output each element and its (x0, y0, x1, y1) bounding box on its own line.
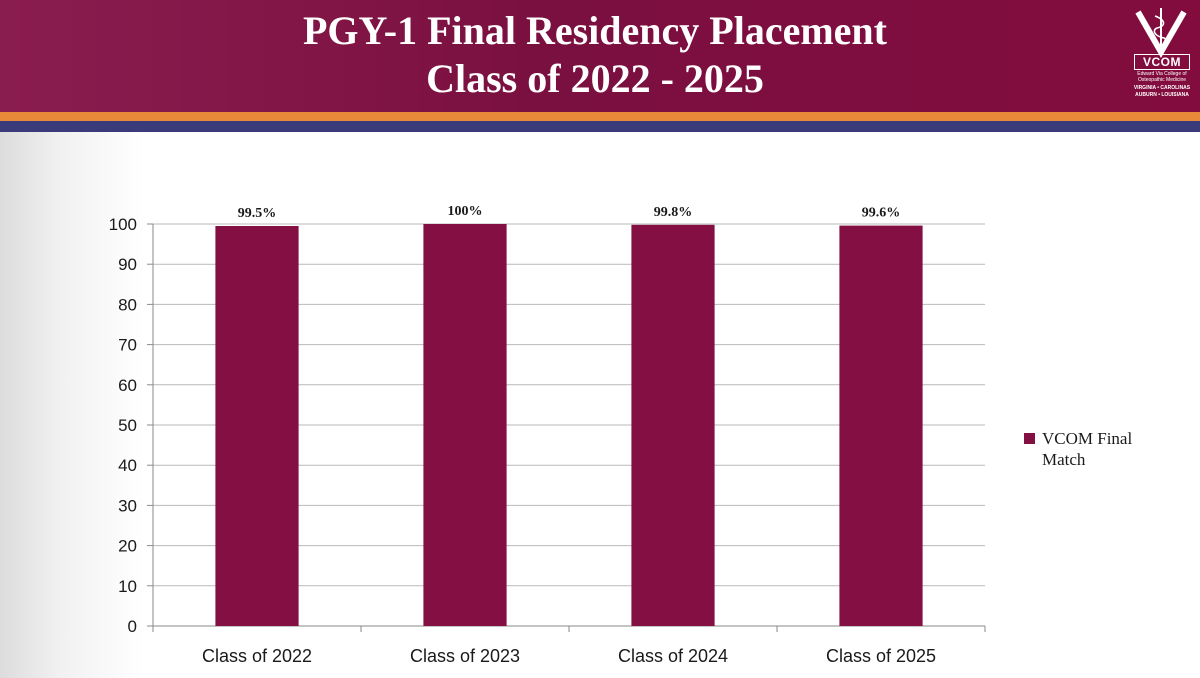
data-label: 99.5% (238, 206, 277, 221)
y-tick-label: 10 (118, 577, 137, 596)
data-label: 99.8% (654, 205, 693, 220)
logo-college-line1: Edward Via College of (1137, 71, 1187, 77)
navy-stripe (0, 121, 1200, 132)
y-tick-label: 90 (118, 255, 137, 274)
y-tick-label: 60 (118, 376, 137, 395)
data-label: 99.6% (862, 206, 901, 221)
data-label: 100% (448, 204, 483, 219)
slide-background (0, 132, 1200, 678)
page-title: PGY-1 Final Residency Placement (302, 8, 887, 53)
y-tick-label: 80 (118, 295, 137, 314)
y-tick-label: 70 (118, 336, 137, 355)
logo-campus-line1: VIRGINIA • CAROLINAS (1133, 85, 1191, 91)
y-tick-label: 100 (109, 215, 137, 234)
data-labels: 99.5% 100% 99.8% 99.6% (238, 204, 901, 221)
x-tick-label: Class of 2025 (826, 646, 936, 666)
logo-campus-line2: AUBURN • LOUISIANA (1135, 92, 1189, 98)
bar (631, 224, 715, 626)
y-tick-label: 40 (118, 456, 137, 475)
y-tick-label: 0 (128, 617, 137, 636)
x-tick-labels: Class of 2022 Class of 2023 Class of 2024 C… (202, 646, 936, 666)
y-tick-label: 20 (118, 537, 137, 556)
logo-wordmark: VCOM (1134, 54, 1190, 70)
bars (215, 224, 923, 626)
legend-swatch (1024, 433, 1035, 444)
bar (215, 226, 299, 626)
header-banner (0, 0, 1200, 112)
x-tick-label: Class of 2023 (410, 646, 520, 666)
logo-college-line2: Osteopathic Medicine (1137, 77, 1187, 83)
legend-label: VCOM Final Match (1042, 429, 1133, 469)
y-tick-label: 50 (118, 416, 137, 435)
bar (839, 225, 923, 626)
y-tick-label: 30 (118, 496, 137, 515)
bar (423, 224, 507, 626)
orange-stripe (0, 112, 1200, 121)
x-tick-label: Class of 2024 (618, 646, 728, 666)
y-tick-labels: 0 10 20 30 40 50 60 70 80 90 100 (109, 215, 137, 636)
caduceus-icon (1135, 8, 1187, 59)
x-tick-label: Class of 2022 (202, 646, 312, 666)
page-subtitle: Class of 2022 - 2025 (426, 56, 764, 101)
